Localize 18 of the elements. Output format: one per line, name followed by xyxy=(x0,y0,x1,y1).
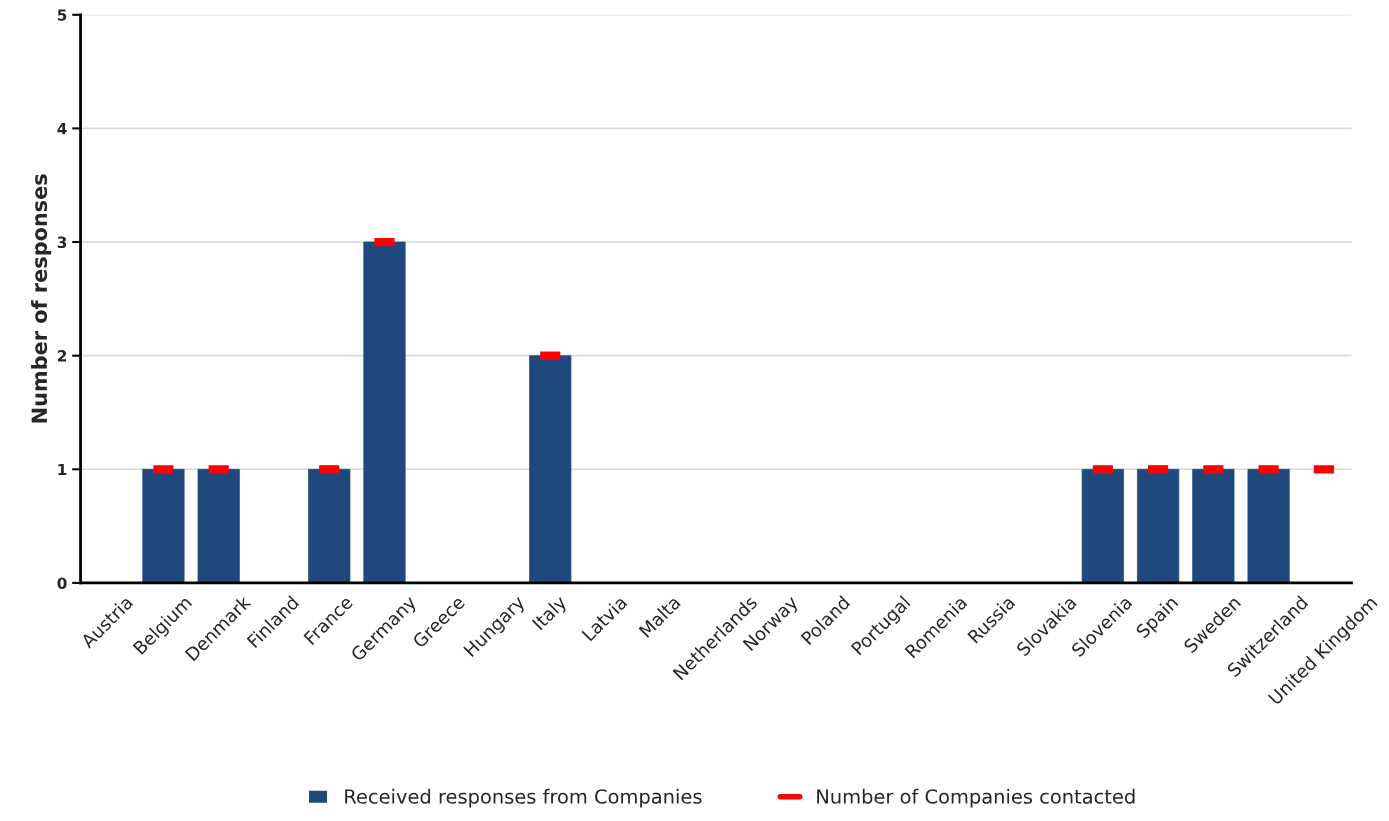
y-tick-label: 2 xyxy=(57,350,67,362)
y-tick-label: 5 xyxy=(57,9,67,21)
legend-label: Number of Companies contacted xyxy=(817,788,1135,808)
bar xyxy=(1247,468,1290,583)
bar xyxy=(197,468,240,583)
y-tick-label: 1 xyxy=(58,463,67,476)
bar xyxy=(142,468,185,583)
bar xyxy=(1137,468,1180,583)
y-tick-label: 3 xyxy=(57,236,67,249)
bar xyxy=(363,241,406,583)
legend-label: Received responses from Companies xyxy=(345,788,702,808)
bar xyxy=(308,468,351,583)
y-tick-label: 0 xyxy=(57,577,67,589)
bar xyxy=(1192,468,1235,583)
y-tick-label: 4 xyxy=(57,123,67,135)
bar xyxy=(1081,468,1124,583)
bar xyxy=(529,355,572,583)
y-axis-title: Number of responses xyxy=(31,174,52,423)
